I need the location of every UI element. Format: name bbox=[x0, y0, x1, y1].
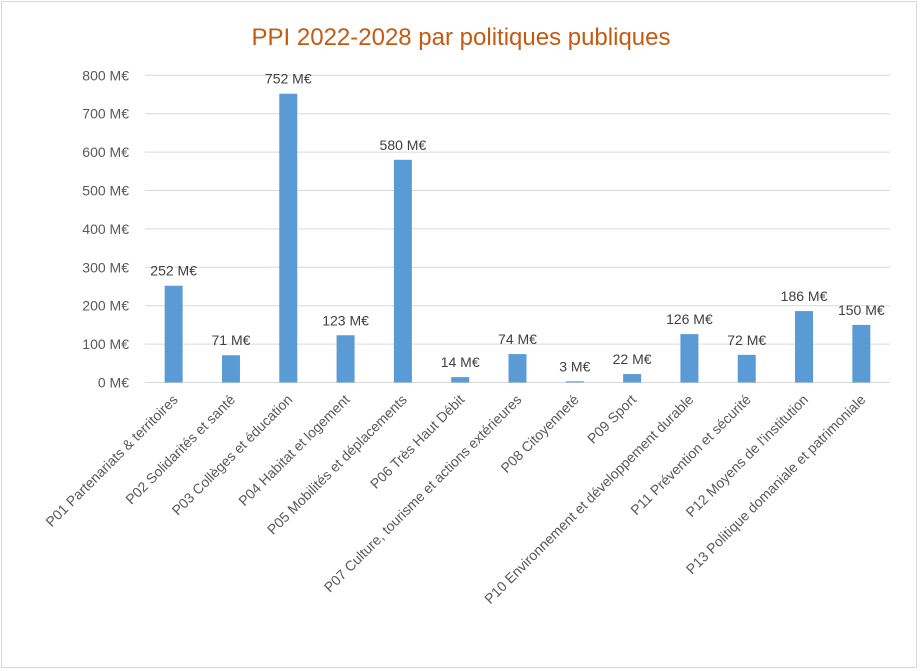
data-label: 74 M€ bbox=[498, 331, 537, 347]
data-label: 580 M€ bbox=[380, 137, 427, 153]
y-tick-label: 200 M€ bbox=[82, 298, 129, 314]
category-label: P07 Culture, tourisme et actions extérie… bbox=[321, 391, 525, 595]
category-label: P04 Habitat et logement bbox=[235, 391, 353, 509]
category-label: P03 Collèges et éducation bbox=[168, 391, 295, 518]
category-label: P09 Sport bbox=[584, 391, 639, 446]
data-label: 150 M€ bbox=[838, 302, 885, 318]
gridlines bbox=[145, 74, 890, 383]
category-label: P11 Prévention et sécurité bbox=[627, 391, 754, 518]
data-label: 14 M€ bbox=[441, 354, 480, 370]
y-tick-label: 0 M€ bbox=[98, 375, 129, 391]
bar bbox=[221, 355, 240, 383]
y-tick-label: 500 M€ bbox=[82, 183, 129, 199]
data-label: 252 M€ bbox=[150, 263, 197, 279]
y-axis-ticks: 0 M€ 100 M€ 200 M€ 300 M€ 400 M€ 500 M€ 600 M€… bbox=[82, 67, 129, 390]
bar bbox=[852, 324, 871, 383]
y-tick-label: 700 M€ bbox=[82, 106, 129, 122]
bar bbox=[279, 93, 298, 383]
data-label: 126 M€ bbox=[666, 311, 713, 327]
bar bbox=[508, 354, 527, 383]
category-label: P10 Environnement et développement durab… bbox=[481, 391, 697, 607]
data-label: 22 M€ bbox=[613, 351, 652, 367]
category-label: P02 Solidarités et santé bbox=[122, 391, 238, 507]
data-label: 71 M€ bbox=[212, 332, 251, 348]
y-tick-label: 100 M€ bbox=[82, 336, 129, 352]
bar bbox=[623, 374, 642, 383]
data-label: 752 M€ bbox=[265, 71, 312, 87]
y-tick-label: 800 M€ bbox=[82, 67, 129, 83]
bars bbox=[164, 93, 871, 383]
y-tick-label: 300 M€ bbox=[82, 259, 129, 275]
category-label: P06 Très Haut Débit bbox=[367, 391, 468, 492]
data-label: 123 M€ bbox=[322, 312, 369, 328]
y-tick-label: 600 M€ bbox=[82, 144, 129, 160]
data-label: 186 M€ bbox=[781, 288, 828, 304]
y-tick-label: 400 M€ bbox=[82, 221, 129, 237]
chart-title: PPI 2022-2028 par politiques publiques bbox=[252, 24, 671, 51]
bar bbox=[164, 285, 183, 383]
bar bbox=[737, 354, 756, 383]
bar bbox=[565, 381, 584, 383]
bar bbox=[680, 334, 699, 383]
data-label: 3 M€ bbox=[559, 358, 590, 374]
bar bbox=[451, 377, 470, 383]
bar bbox=[795, 311, 814, 383]
data-label: 72 M€ bbox=[727, 332, 766, 348]
bar bbox=[393, 159, 412, 383]
data-labels: 252 M€ 71 M€ 752 M€ 123 M€ 580 M€ 14 M€ 74 M€ 3… bbox=[150, 71, 885, 375]
bar bbox=[336, 335, 355, 383]
